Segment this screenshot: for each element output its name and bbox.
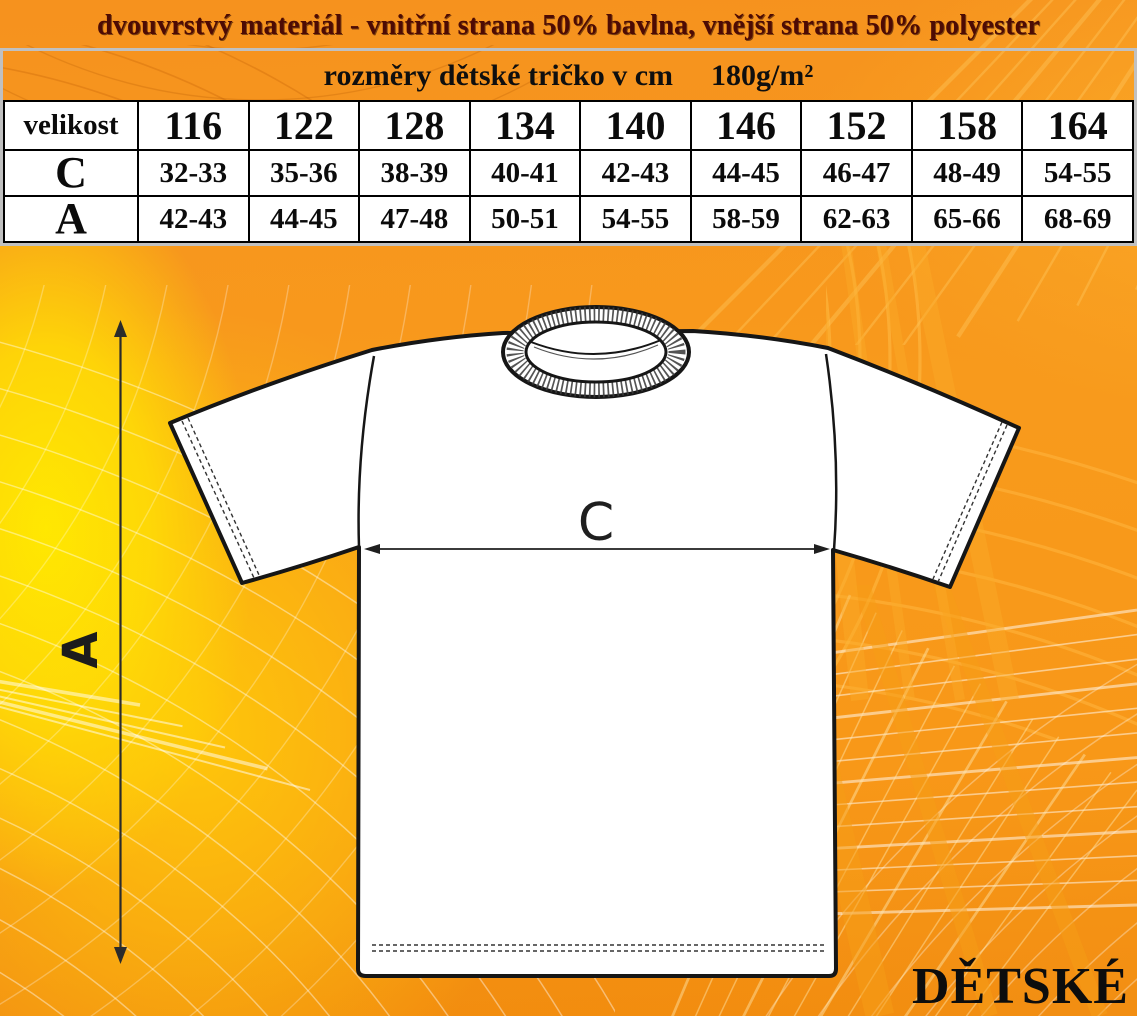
c-value-cell: 44-45 <box>689 149 803 197</box>
size-cell: 146 <box>689 100 803 151</box>
size-cell: 164 <box>1021 100 1134 151</box>
a-value-cell: 68-69 <box>1021 195 1134 243</box>
table-row-a: A 42-43 44-45 47-48 50-51 54-55 58-59 62… <box>3 195 1134 243</box>
a-value-cell: 44-45 <box>247 195 361 243</box>
c-value-cell: 40-41 <box>468 149 582 197</box>
table-caption: rozměry dětské tričko v cm <box>323 58 673 92</box>
a-value-cell: 47-48 <box>358 195 471 243</box>
table-row-sizes: velikost 116 122 128 134 140 146 152 158… <box>3 100 1134 151</box>
c-value-cell: 54-55 <box>1021 149 1134 197</box>
c-value-cell: 48-49 <box>910 149 1024 197</box>
a-value-cell: 50-51 <box>468 195 582 243</box>
table-row-c: C 32-33 35-36 38-39 40-41 42-43 44-45 46… <box>3 149 1134 197</box>
size-cell: 122 <box>247 100 361 151</box>
c-value-cell: 46-47 <box>800 149 913 197</box>
size-grid: velikost 116 122 128 134 140 146 152 158… <box>3 100 1134 243</box>
header-velikost: velikost <box>3 100 139 151</box>
size-table: rozměry dětské tričko v cm 180g/m² velik… <box>0 48 1137 246</box>
c-value-cell: 32-33 <box>137 149 250 197</box>
table-caption-row: rozměry dětské tričko v cm 180g/m² <box>3 51 1134 100</box>
a-value-cell: 42-43 <box>137 195 250 243</box>
row-label-a: A <box>3 195 139 243</box>
material-description: dvouvrstvý materiál - vnitřní strana 50%… <box>96 10 1041 41</box>
size-cell: 158 <box>910 100 1024 151</box>
size-cell: 152 <box>800 100 913 151</box>
c-value-cell: 42-43 <box>579 149 692 197</box>
fabric-weight: 180g/m² <box>711 58 814 92</box>
size-cell: 128 <box>358 100 471 151</box>
a-value-cell: 54-55 <box>579 195 692 243</box>
size-cell: 116 <box>137 100 250 151</box>
a-value-cell: 62-63 <box>800 195 913 243</box>
a-value-cell: 65-66 <box>910 195 1024 243</box>
category-label: DĚTSKÉ <box>912 958 1129 1015</box>
c-value-cell: 38-39 <box>358 149 471 197</box>
size-cell: 140 <box>579 100 692 151</box>
a-value-cell: 58-59 <box>689 195 803 243</box>
size-cell: 134 <box>468 100 582 151</box>
row-label-c: C <box>3 149 139 197</box>
c-value-cell: 35-36 <box>247 149 361 197</box>
